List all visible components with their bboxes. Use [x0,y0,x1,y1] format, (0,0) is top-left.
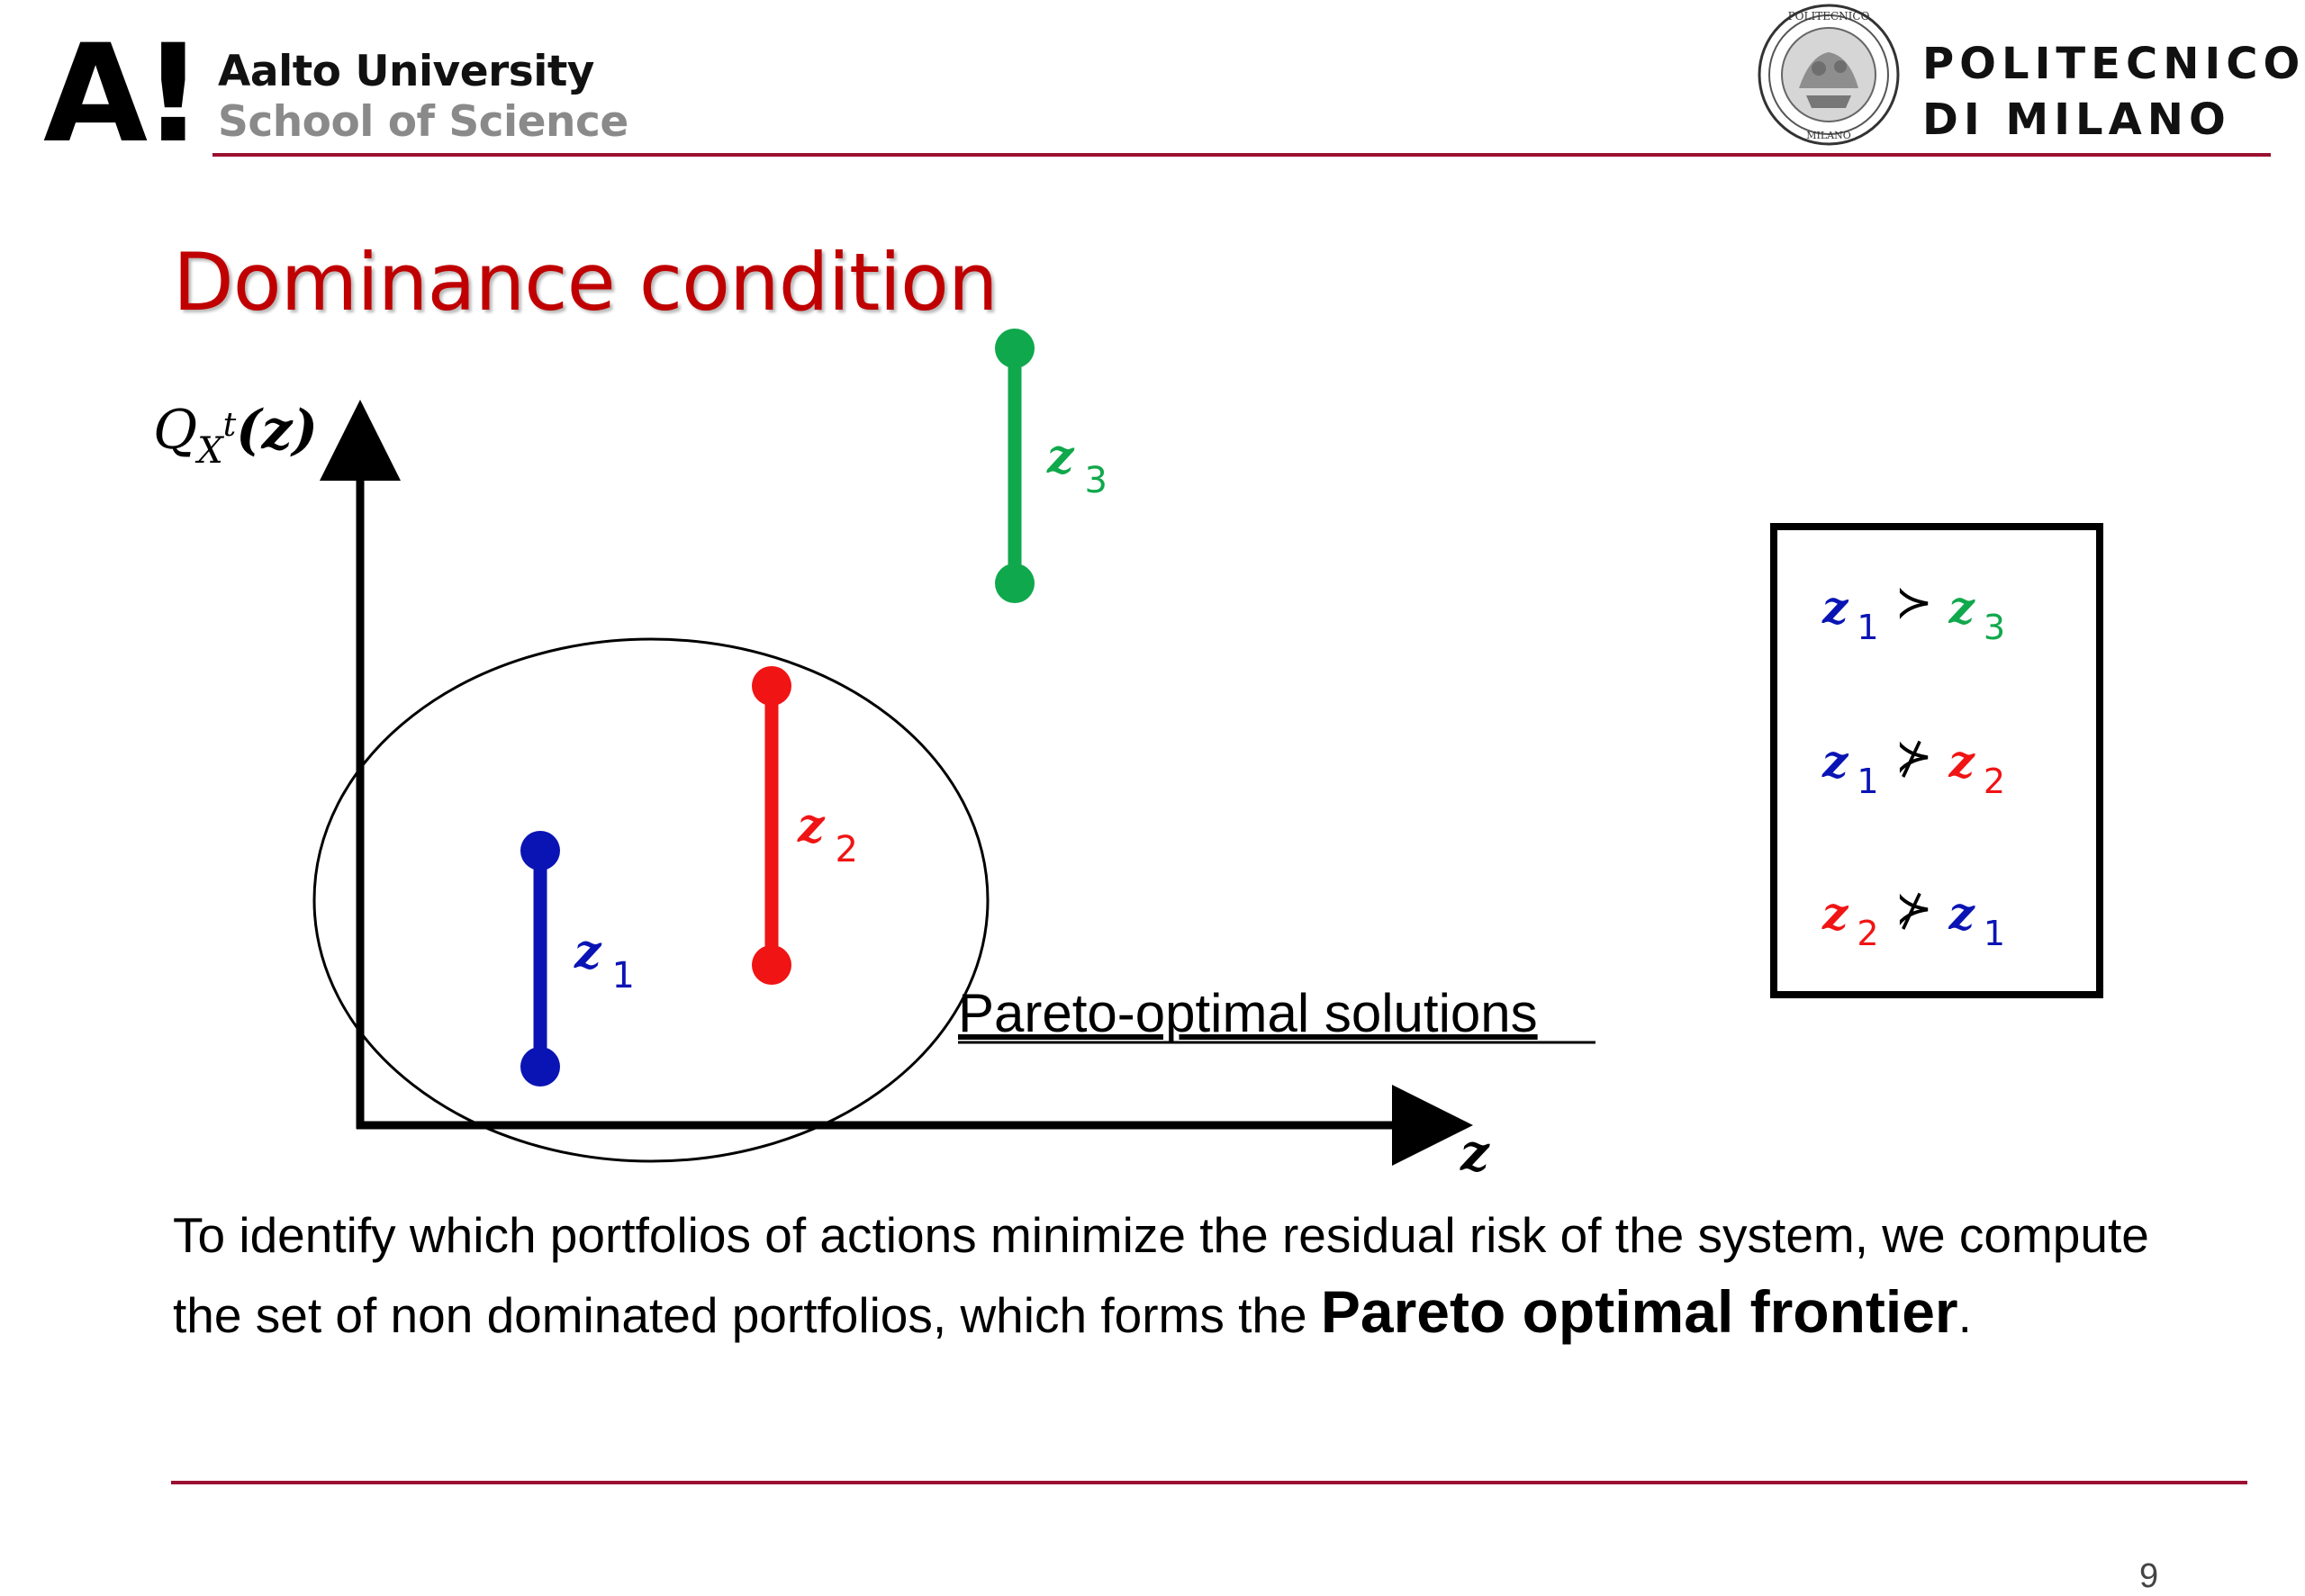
politecnico-name: POLITECNICO DI MILANO [1922,36,2305,148]
slide-title: Dominance condition [173,236,999,329]
politecnico-name-line2: DI MILANO [1922,95,2231,145]
university-name: Aalto University [218,47,594,96]
explanation-emphasis: Pareto optimal frontier [1320,1278,1958,1345]
svg-text:z1≻z3: z 1 ≻ z 3 [1821,576,2005,647]
header-divider [212,153,2271,157]
y-axis-label: QXt(z) [153,399,318,472]
dominance-relations-box [1770,523,2103,998]
explanation-text-main: To identify which portfolios of actions … [173,1207,2149,1343]
footer-divider [171,1481,2247,1484]
relation-row-2: z 1 ⊁ z 2 [1821,730,2005,801]
aalto-logo: A! [43,34,187,148]
aalto-logo-letter-a: A! [43,34,187,148]
svg-text:POLITECNICO: POLITECNICO [1788,10,1870,23]
relation-row-3: z 2 ⊁ z 1 [1821,882,2005,953]
solution-z1-upper-point [520,831,560,870]
politecnico-seal-logo: POLITECNICO MILANO [1758,4,1900,146]
solution-z1-lower-point [520,1047,560,1087]
svg-text:z1⊁z2: z 1 ⊁ z 2 [1821,730,2005,801]
explanation-text-end: . [1957,1287,1972,1343]
solution-z3-lower-point [995,564,1035,603]
school-name: School of Science [218,97,628,147]
pareto-region-ellipse [312,637,990,1163]
svg-text:z2⊁z1: z 2 ⊁ z 1 [1821,882,2005,953]
explanation-text: To identify which portfolios of actions … [173,1197,2199,1354]
solution-z3-upper-point [995,329,1035,368]
politecnico-name-line1: POLITECNICO [1922,39,2305,89]
solution-z2-upper-point [752,666,791,706]
page-number: 9 [2139,1557,2159,1595]
x-axis-label: z [1460,1123,1490,1183]
relation-row-1: z 1 ≻ z 3 [1821,576,2005,647]
svg-text:MILANO: MILANO [1806,130,1851,141]
pareto-optimal-label: Pareto-optimal solutions [958,983,1538,1043]
solution-z2-lower-point [752,945,791,985]
